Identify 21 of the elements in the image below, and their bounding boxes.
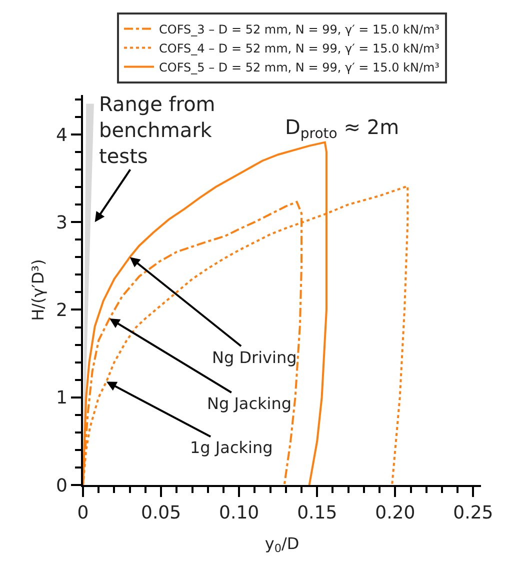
- x-axis-title: y$_{0}$/D: [264, 534, 300, 556]
- annotation: Range from benchmark tests: [99, 92, 216, 168]
- x-tick-label: 0.15: [297, 502, 338, 524]
- annotation: D$_{proto}$ ≈ 2m: [285, 115, 400, 142]
- annotation: Ng Jacking: [207, 394, 292, 413]
- y-tick-label: 1: [56, 388, 68, 409]
- y-tick-label: 2: [56, 300, 68, 322]
- annotation: 1g Jacking: [190, 438, 273, 457]
- y-axis-title: H/(γ′D³): [28, 259, 48, 321]
- legend-label: COFS_3 – D = 52 mm, N = 99, γ′ = 15.0 kN/m³: [159, 22, 440, 36]
- legend-label: COFS_4 – D = 52 mm, N = 99, γ′ = 15.0 kN/m³: [159, 41, 440, 56]
- x-tick-label: 0.25: [453, 502, 494, 524]
- x-tick-label: 0.10: [219, 502, 260, 524]
- x-tick-label: 0.05: [141, 502, 182, 524]
- y-tick-label: 0: [56, 475, 68, 496]
- x-tick-label: 0.20: [375, 502, 416, 524]
- annotation: Ng Driving: [212, 348, 297, 367]
- legend-label: COFS_5 – D = 52 mm, N = 99, γ′ = 15.0 kN/m³: [159, 60, 440, 74]
- y-tick-label: 4: [56, 124, 68, 146]
- y-tick-label: 3: [56, 212, 68, 234]
- x-tick-label: 0: [77, 502, 89, 524]
